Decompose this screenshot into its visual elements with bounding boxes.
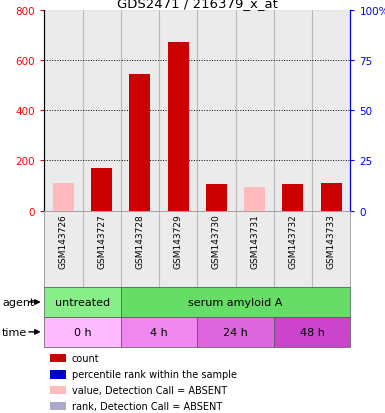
Bar <box>312 211 350 287</box>
Bar <box>274 211 312 287</box>
Text: time: time <box>2 327 27 337</box>
Text: 24 h: 24 h <box>223 327 248 337</box>
Bar <box>236 11 274 211</box>
Text: agent: agent <box>2 297 34 307</box>
Bar <box>121 211 159 287</box>
Bar <box>198 211 236 287</box>
Text: GSM143733: GSM143733 <box>327 214 336 268</box>
Bar <box>91 169 112 211</box>
Text: GSM143727: GSM143727 <box>97 214 106 268</box>
Bar <box>44 287 121 317</box>
Bar <box>50 402 66 410</box>
Bar <box>236 211 274 287</box>
Bar <box>198 11 236 211</box>
Bar <box>206 185 227 211</box>
Text: GSM143726: GSM143726 <box>59 214 68 268</box>
Text: value, Detection Call = ABSENT: value, Detection Call = ABSENT <box>72 385 227 395</box>
Bar <box>50 354 66 363</box>
Title: GDS2471 / 216379_x_at: GDS2471 / 216379_x_at <box>117 0 278 9</box>
Bar <box>312 11 350 211</box>
Bar <box>44 317 121 347</box>
Text: GSM143731: GSM143731 <box>250 214 259 268</box>
Bar <box>167 43 189 211</box>
Text: untreated: untreated <box>55 297 110 307</box>
Bar <box>50 370 66 379</box>
Bar <box>244 187 265 211</box>
Bar <box>44 211 82 287</box>
Bar <box>121 11 159 211</box>
Text: percentile rank within the sample: percentile rank within the sample <box>72 370 237 380</box>
Text: GSM143728: GSM143728 <box>136 214 144 268</box>
Bar <box>274 317 350 347</box>
Text: count: count <box>72 354 99 363</box>
Text: GSM143730: GSM143730 <box>212 214 221 268</box>
Bar <box>50 386 66 394</box>
Bar <box>159 11 198 211</box>
Text: 4 h: 4 h <box>150 327 168 337</box>
Text: serum amyloid A: serum amyloid A <box>188 297 283 307</box>
Bar <box>53 183 74 211</box>
Text: 0 h: 0 h <box>74 327 91 337</box>
Bar <box>274 11 312 211</box>
Bar <box>283 185 303 211</box>
Text: 48 h: 48 h <box>300 327 325 337</box>
Bar <box>121 287 350 317</box>
Bar <box>198 317 274 347</box>
Text: GSM143732: GSM143732 <box>288 214 298 268</box>
Text: rank, Detection Call = ABSENT: rank, Detection Call = ABSENT <box>72 401 222 411</box>
Bar <box>82 211 121 287</box>
Bar <box>159 211 198 287</box>
Bar <box>129 75 151 211</box>
Bar <box>44 11 82 211</box>
Bar <box>82 11 121 211</box>
Bar <box>121 317 198 347</box>
Text: GSM143729: GSM143729 <box>174 214 183 268</box>
Bar <box>321 184 342 211</box>
